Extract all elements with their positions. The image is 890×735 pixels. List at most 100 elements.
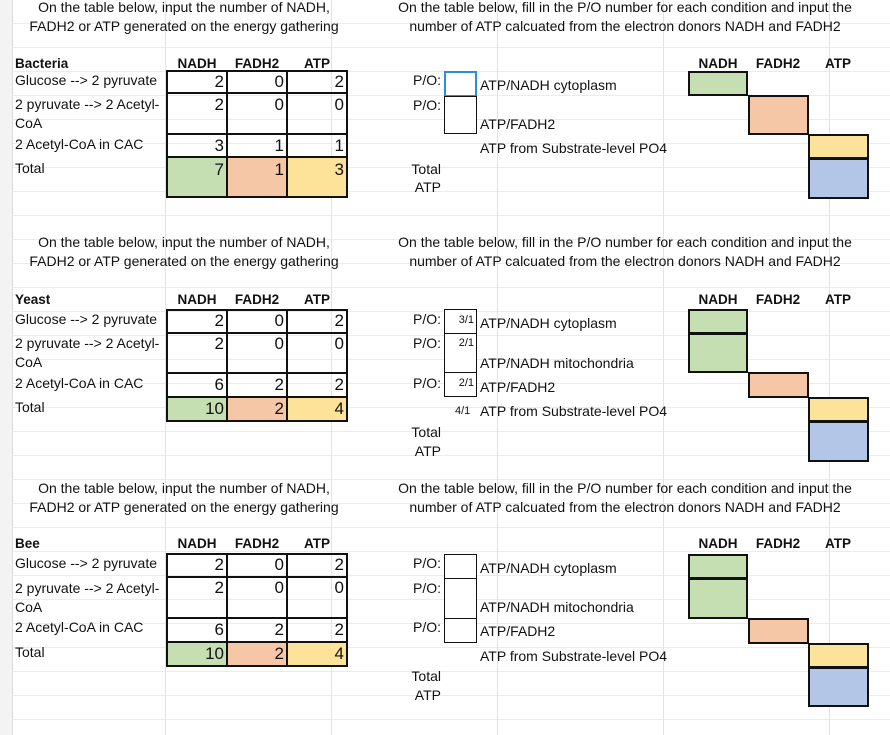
- atp-nadh-cytoplasm-input[interactable]: [688, 309, 748, 334]
- po-label: P/O:: [413, 311, 442, 327]
- total-atp-label-line2: ATP: [414, 687, 441, 703]
- table-divider: [226, 309, 228, 422]
- po-input-fadh2[interactable]: [444, 96, 477, 134]
- cell-value[interactable]: 0: [274, 334, 284, 353]
- cell-value[interactable]: 0: [334, 95, 344, 114]
- cell-value[interactable]: 2: [214, 72, 224, 91]
- col-fadh2: FADH2: [234, 56, 280, 71]
- col-nadh: NADH: [177, 292, 217, 307]
- right-instruction-line2: number of ATP calcuated from the electro…: [409, 499, 841, 515]
- cell-value[interactable]: 2: [274, 399, 284, 418]
- right-instruction-line2: number of ATP calcuated from the electro…: [409, 18, 841, 34]
- cell-value[interactable]: 0: [334, 334, 344, 353]
- po-input-nadh-cytoplasm[interactable]: 3/1: [444, 309, 477, 334]
- row-label-glycolysis: Glucose --> 2 pyruvate: [15, 555, 158, 571]
- cell-value[interactable]: 10: [205, 399, 224, 418]
- total-nadh-cell: [167, 157, 227, 197]
- col-nadh: NADH: [177, 56, 217, 71]
- po-input-nadh-mitochondria[interactable]: [444, 578, 477, 619]
- total-atp-label-line2: ATP: [414, 179, 441, 195]
- cell-value[interactable]: 2: [214, 95, 224, 114]
- table-divider: [226, 553, 228, 667]
- col-atp: ATP: [304, 292, 330, 307]
- total-fadh2-cell: [227, 642, 287, 666]
- atp-fadh2-input[interactable]: [748, 95, 809, 135]
- total-atp-label-line2: ATP: [414, 443, 441, 459]
- cell-value[interactable]: 0: [274, 95, 284, 114]
- po-input-nadh-cytoplasm[interactable]: [444, 554, 477, 579]
- right-instruction-line1: On the table below, fill in the P/O numb…: [398, 0, 852, 15]
- row-label-pyruvate-line2: CoA: [15, 115, 43, 131]
- cell-value[interactable]: 0: [274, 578, 284, 597]
- cell-value[interactable]: 2: [334, 311, 344, 330]
- total-atp-input[interactable]: [808, 158, 869, 199]
- col-nadh: NADH: [698, 536, 738, 551]
- atp-substrate-input[interactable]: [808, 643, 869, 668]
- cell-value[interactable]: 4: [334, 644, 344, 663]
- atp-label: ATP/NADH mitochondria: [480, 599, 634, 615]
- cell-value[interactable]: 0: [334, 578, 344, 597]
- atp-label: ATP from Substrate-level PO4: [480, 140, 667, 156]
- cell-value[interactable]: 3: [214, 136, 224, 155]
- right-instruction-line2: number of ATP calcuated from the electro…: [409, 253, 841, 269]
- cell-value[interactable]: 7: [214, 160, 224, 179]
- cell-value[interactable]: 2: [214, 578, 224, 597]
- cell-value[interactable]: 2: [274, 644, 284, 663]
- po-label: P/O:: [413, 555, 442, 571]
- atp-nadh-input[interactable]: [688, 71, 748, 96]
- atp-nadh-cytoplasm-input[interactable]: [688, 554, 748, 579]
- col-fadh2: FADH2: [234, 292, 280, 307]
- atp-fadh2-input[interactable]: [748, 618, 809, 644]
- cell-value[interactable]: 0: [274, 311, 284, 330]
- cell-value[interactable]: 10: [205, 644, 224, 663]
- cell-value[interactable]: 2: [334, 620, 344, 639]
- po-label: P/O:: [413, 375, 442, 391]
- atp-nadh-mitochondria-input[interactable]: [688, 578, 748, 619]
- left-instruction-line2: FADH2 or ATP generated on the energy gat…: [29, 253, 339, 269]
- cell-value[interactable]: 0: [274, 72, 284, 91]
- col-fadh2: FADH2: [755, 56, 801, 71]
- atp-label: ATP/NADH mitochondria: [480, 355, 634, 371]
- po-input-fadh2[interactable]: 2/1: [444, 372, 477, 397]
- cell-value[interactable]: 1: [274, 160, 284, 179]
- col-atp: ATP: [825, 536, 851, 551]
- row-header-gutter: [0, 0, 13, 735]
- cell-value[interactable]: 2: [214, 334, 224, 353]
- row-label-pyruvate-line1: 2 pyruvate --> 2 Acetyl-: [15, 580, 160, 596]
- cell-value[interactable]: 6: [214, 375, 224, 394]
- col-atp: ATP: [825, 56, 851, 71]
- atp-label: ATP/NADH cytoplasm: [480, 315, 617, 331]
- cell-value[interactable]: 2: [334, 375, 344, 394]
- cell-value[interactable]: 2: [214, 311, 224, 330]
- organism-label: Bacteria: [15, 56, 69, 71]
- cell-value[interactable]: 2: [334, 555, 344, 574]
- cell-value[interactable]: 4: [334, 399, 344, 418]
- cell-value[interactable]: 1: [274, 136, 284, 155]
- cell-value[interactable]: 2: [334, 72, 344, 91]
- po-label: P/O:: [413, 72, 442, 88]
- po-label: P/O:: [413, 97, 442, 113]
- cell-value[interactable]: 6: [214, 620, 224, 639]
- col-atp: ATP: [304, 536, 330, 551]
- atp-substrate-input[interactable]: [808, 397, 869, 422]
- total-atp-cell: [287, 397, 347, 421]
- cell-value[interactable]: 3: [334, 160, 344, 179]
- row-label-pyruvate-line2: CoA: [15, 599, 43, 615]
- cell-value[interactable]: 0: [274, 555, 284, 574]
- total-atp-input[interactable]: [808, 421, 869, 462]
- atp-substrate-input[interactable]: [808, 134, 869, 159]
- atp-nadh-mitochondria-input[interactable]: [688, 333, 748, 373]
- col-nadh: NADH: [698, 56, 738, 71]
- po-input-nadh-cytoplasm[interactable]: [444, 71, 477, 97]
- po-input-nadh-mitochondria[interactable]: 2/1: [444, 333, 477, 373]
- po-input-fadh2[interactable]: [444, 618, 477, 643]
- cell-value[interactable]: 2: [214, 555, 224, 574]
- row-label-cac: 2 Acetyl-CoA in CAC: [15, 136, 144, 152]
- atp-label: ATP/FADH2: [480, 116, 556, 132]
- table-divider: [166, 156, 348, 158]
- cell-value[interactable]: 2: [274, 620, 284, 639]
- cell-value[interactable]: 1: [334, 136, 344, 155]
- total-atp-input[interactable]: [808, 667, 869, 707]
- atp-fadh2-input[interactable]: [748, 372, 809, 398]
- cell-value[interactable]: 2: [274, 375, 284, 394]
